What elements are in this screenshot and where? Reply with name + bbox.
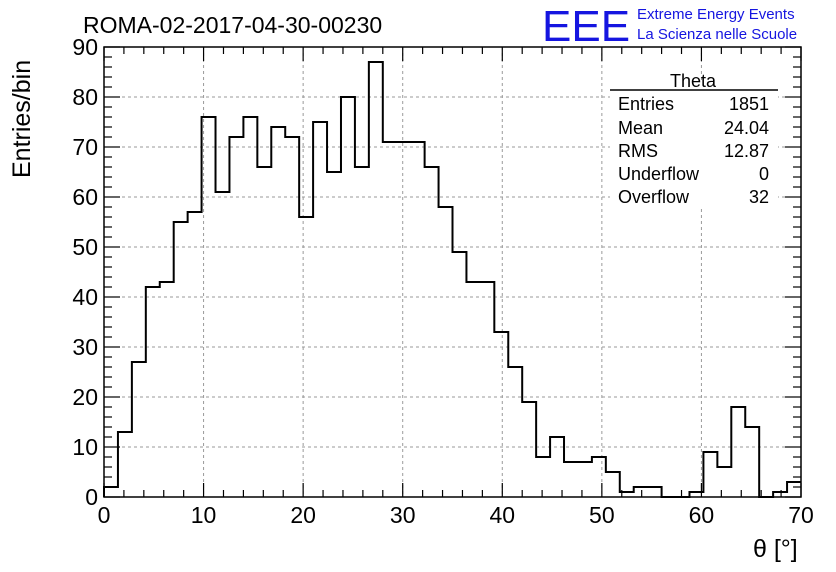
histogram-bin	[787, 482, 801, 497]
y-tick-label: 90	[72, 34, 98, 60]
y-tick-label: 30	[72, 334, 98, 360]
stats-box: Theta Entries 1851 Mean 24.04 RMS 12.87 …	[610, 71, 778, 207]
grid	[104, 47, 801, 497]
histogram-bin	[299, 217, 313, 497]
stats-row-label: Entries	[618, 94, 674, 114]
histogram-bin	[327, 172, 341, 497]
stats-row-value: 24.04	[724, 118, 769, 138]
histogram-bin	[439, 207, 453, 497]
histogram-bin	[703, 452, 717, 497]
axes: 0 10 20 30 40 50 60 70 0 10 20 30 40 50 60 70 80 90	[72, 34, 813, 528]
y-tick-label: 0	[85, 484, 98, 510]
histogram-bin	[355, 167, 369, 497]
histogram-bin	[606, 472, 620, 497]
x-tick-label: 50	[589, 502, 615, 528]
y-tick-label: 20	[72, 384, 98, 410]
stats-box-bg	[610, 80, 778, 206]
histogram-bin	[466, 282, 480, 497]
histogram-bin	[397, 142, 411, 497]
histogram-bin	[202, 117, 216, 497]
histogram-bin	[480, 282, 494, 497]
histogram-bin	[132, 362, 146, 497]
eee-logo-text: EEE	[542, 2, 630, 51]
histogram-bin	[550, 437, 564, 497]
histogram-bin	[243, 117, 257, 497]
histogram-bin	[118, 432, 132, 497]
histogram-bin	[229, 137, 243, 497]
eee-logo-line2: La Scienza nelle Scuole	[637, 26, 797, 43]
histogram-bin	[188, 212, 202, 497]
histogram-bin	[285, 137, 299, 497]
x-tick-label: 40	[489, 502, 515, 528]
histogram-bin	[536, 457, 550, 497]
x-tick-label: 70	[788, 502, 814, 528]
y-tick-label: 50	[72, 234, 98, 260]
x-tick-label: 20	[290, 502, 316, 528]
chart-title: ROMA-02-2017-04-30-00230	[83, 12, 382, 38]
eee-logo: EEE Extreme Energy Events La Scienza nel…	[542, 2, 797, 51]
stats-row-value: 0	[759, 164, 769, 184]
histogram-bin	[634, 487, 648, 497]
stats-row-label: RMS	[618, 141, 658, 161]
histogram-bin	[731, 407, 745, 497]
x-tick-label: 0	[98, 502, 111, 528]
x-tick-label: 30	[390, 502, 416, 528]
histogram-bin	[411, 142, 425, 497]
histogram-bin	[522, 402, 536, 497]
y-tick-label: 60	[72, 184, 98, 210]
stats-box-title: Theta	[670, 71, 717, 91]
histogram-outline	[103, 61, 801, 498]
histogram	[103, 61, 801, 498]
histogram-bin	[174, 222, 188, 497]
histogram-bin	[341, 97, 355, 497]
histogram-bin	[146, 287, 160, 497]
y-tick-label: 40	[72, 284, 98, 310]
histogram-bin	[216, 192, 230, 497]
x-tick-label: 10	[191, 502, 217, 528]
histogram-bin	[160, 282, 174, 497]
histogram-bin	[592, 457, 606, 497]
histogram-bin	[257, 167, 271, 497]
histogram-bin	[494, 332, 508, 497]
histogram-bin	[578, 462, 592, 497]
y-tick-label: 80	[72, 84, 98, 110]
histogram-bin	[313, 122, 327, 497]
histogram-bin	[745, 427, 759, 497]
histogram-bin	[104, 487, 118, 497]
histogram-bin	[648, 487, 662, 497]
y-axis-label: Entries/bin	[8, 60, 36, 178]
y-tick-label: 10	[72, 434, 98, 460]
x-tick-label: 60	[689, 502, 715, 528]
histogram-bin	[271, 127, 285, 497]
stats-row-label: Overflow	[618, 187, 690, 207]
stats-row-label: Underflow	[618, 164, 700, 184]
histogram-bin	[453, 252, 467, 497]
stats-row-label: Mean	[618, 118, 663, 138]
histogram-bin	[717, 467, 731, 497]
stats-row-value: 32	[749, 187, 769, 207]
stats-row-value: 12.87	[724, 141, 769, 161]
histogram-bin	[425, 167, 439, 497]
y-tick-label: 70	[72, 134, 98, 160]
histogram-bin	[564, 462, 578, 497]
x-axis-label: θ [°]	[753, 535, 798, 563]
histogram-bin	[369, 62, 383, 497]
eee-logo-line1: Extreme Energy Events	[637, 6, 795, 23]
stats-row-value: 1851	[729, 94, 769, 114]
histogram-bin	[508, 367, 522, 497]
histogram-bin	[383, 142, 397, 497]
plot-frame	[103, 46, 802, 498]
